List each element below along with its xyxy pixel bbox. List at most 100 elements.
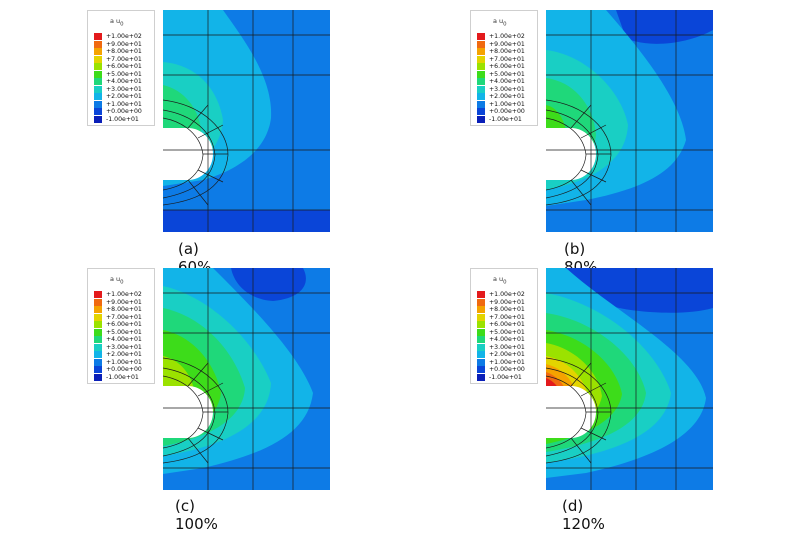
legend-swatch bbox=[477, 373, 485, 381]
legend-swatch bbox=[94, 33, 102, 40]
legend-swatch bbox=[94, 78, 102, 85]
legend-swatch bbox=[94, 85, 102, 93]
legend-swatch bbox=[477, 48, 485, 55]
legend-label: +7.00e+01 bbox=[489, 313, 525, 321]
legend-swatch bbox=[94, 328, 102, 336]
legend-label: +1.00e+02 bbox=[106, 291, 142, 298]
legend-swatch bbox=[94, 115, 102, 123]
contour-plot-c bbox=[163, 268, 330, 490]
legend-swatch bbox=[477, 100, 485, 108]
legend-label: +4.00e+01 bbox=[106, 78, 142, 85]
legend-label: +6.00e+01 bbox=[106, 321, 142, 328]
legend-swatch bbox=[94, 343, 102, 351]
contour-plot-d bbox=[546, 268, 713, 490]
legend-label: +0.00e+00 bbox=[106, 366, 142, 373]
legend-title: a u0 bbox=[110, 17, 124, 28]
legend-title: a u0 bbox=[110, 275, 124, 286]
legend-swatch bbox=[477, 55, 485, 63]
legend-a: a u0 +1.00e+02 +9.00e+01 +8.00e+01 +7.00e+0… bbox=[87, 10, 155, 126]
legend-swatch bbox=[94, 63, 102, 70]
legend-swatch bbox=[477, 33, 485, 40]
legend-title: a u0 bbox=[493, 17, 507, 28]
legend-label: +8.00e+01 bbox=[489, 48, 525, 55]
legend-label: +7.00e+01 bbox=[106, 313, 142, 321]
legend-label: +5.00e+01 bbox=[489, 70, 525, 78]
legend-label: +4.00e+01 bbox=[106, 336, 142, 343]
legend-swatch bbox=[94, 306, 102, 313]
legend-label: +2.00e+01 bbox=[489, 93, 525, 100]
caption-d: (d) 120% bbox=[562, 497, 605, 533]
legend-swatch bbox=[477, 313, 485, 321]
legend-label: -1.00e+01 bbox=[106, 373, 139, 381]
legend-scale-b: +1.00e+02 +9.00e+01 +8.00e+01 +7.00e+01 +6.0… bbox=[471, 33, 539, 123]
legend-title: a u0 bbox=[493, 275, 507, 286]
legend-swatch bbox=[477, 115, 485, 123]
legend-label: -1.00e+01 bbox=[489, 373, 522, 381]
legend-swatch bbox=[477, 351, 485, 358]
legend-label: +8.00e+01 bbox=[489, 306, 525, 313]
legend-scale-c: +1.00e+02 +9.00e+01 +8.00e+01 +7.00e+01 +6.0… bbox=[88, 291, 156, 381]
legend-swatch bbox=[94, 70, 102, 78]
legend-label: +7.00e+01 bbox=[489, 55, 525, 63]
legend-swatch bbox=[94, 100, 102, 108]
legend-swatch bbox=[94, 298, 102, 306]
legend-swatch bbox=[477, 70, 485, 78]
legend-swatch bbox=[94, 108, 102, 115]
legend-swatch bbox=[477, 321, 485, 328]
legend-swatch bbox=[477, 291, 485, 298]
legend-swatch bbox=[477, 328, 485, 336]
legend-d: a u0 +1.00e+02 +9.00e+01 +8.00e+01 +7.00e+0… bbox=[470, 268, 538, 384]
legend-swatch bbox=[477, 108, 485, 115]
legend-label: +1.00e+02 bbox=[106, 33, 142, 40]
legend-swatch bbox=[477, 85, 485, 93]
legend-scale-d: +1.00e+02 +9.00e+01 +8.00e+01 +7.00e+01 +6.0… bbox=[471, 291, 539, 381]
legend-swatch bbox=[94, 321, 102, 328]
legend-swatch bbox=[477, 336, 485, 343]
legend-label: -1.00e+01 bbox=[106, 115, 139, 123]
legend-label: +4.00e+01 bbox=[489, 78, 525, 85]
legend-label: +5.00e+01 bbox=[106, 328, 142, 336]
caption-c: (c) 100% bbox=[175, 497, 218, 533]
legend-label: +3.00e+01 bbox=[106, 85, 142, 93]
legend-label: -1.00e+01 bbox=[489, 115, 522, 123]
legend-label: +3.00e+01 bbox=[489, 343, 525, 351]
legend-swatch bbox=[477, 358, 485, 366]
legend-scale-a: +1.00e+02 +9.00e+01 +8.00e+01 +7.00e+01 +6.0… bbox=[88, 33, 156, 123]
legend-label: +1.00e+01 bbox=[106, 100, 142, 108]
legend-label: +6.00e+01 bbox=[106, 63, 142, 70]
legend-swatch bbox=[477, 93, 485, 100]
legend-label: +1.00e+01 bbox=[106, 358, 142, 366]
legend-swatch bbox=[94, 48, 102, 55]
legend-swatch bbox=[477, 306, 485, 313]
legend-label: +1.00e+02 bbox=[489, 33, 525, 40]
legend-swatch bbox=[477, 63, 485, 70]
legend-label: +7.00e+01 bbox=[106, 55, 142, 63]
legend-label: +3.00e+01 bbox=[106, 343, 142, 351]
legend-label: +0.00e+00 bbox=[106, 108, 142, 115]
legend-label: +9.00e+01 bbox=[489, 298, 525, 306]
legend-swatch bbox=[477, 298, 485, 306]
legend-label: +9.00e+01 bbox=[106, 298, 142, 306]
legend-label: +1.00e+01 bbox=[489, 358, 525, 366]
legend-label: +2.00e+01 bbox=[489, 351, 525, 358]
legend-label: +8.00e+01 bbox=[106, 306, 142, 313]
legend-swatch bbox=[94, 291, 102, 298]
legend-label: +9.00e+01 bbox=[489, 40, 525, 48]
legend-swatch bbox=[94, 366, 102, 373]
legend-swatch bbox=[94, 313, 102, 321]
legend-swatch bbox=[94, 358, 102, 366]
legend-swatch bbox=[94, 351, 102, 358]
legend-label: +8.00e+01 bbox=[106, 48, 142, 55]
legend-swatch bbox=[94, 55, 102, 63]
legend-c: a u0 +1.00e+02 +9.00e+01 +8.00e+01 +7.00e+0… bbox=[87, 268, 155, 384]
legend-swatch bbox=[94, 93, 102, 100]
legend-label: +2.00e+01 bbox=[106, 93, 142, 100]
legend-label: +6.00e+01 bbox=[489, 321, 525, 328]
legend-label: +2.00e+01 bbox=[106, 351, 142, 358]
legend-label: +3.00e+01 bbox=[489, 85, 525, 93]
contour-plot-a bbox=[163, 10, 330, 232]
legend-label: +0.00e+00 bbox=[489, 366, 525, 373]
legend-label: +4.00e+01 bbox=[489, 336, 525, 343]
legend-b: a u0 +1.00e+02 +9.00e+01 +8.00e+01 +7.00e+0… bbox=[470, 10, 538, 126]
contour-plot-b bbox=[546, 10, 713, 232]
